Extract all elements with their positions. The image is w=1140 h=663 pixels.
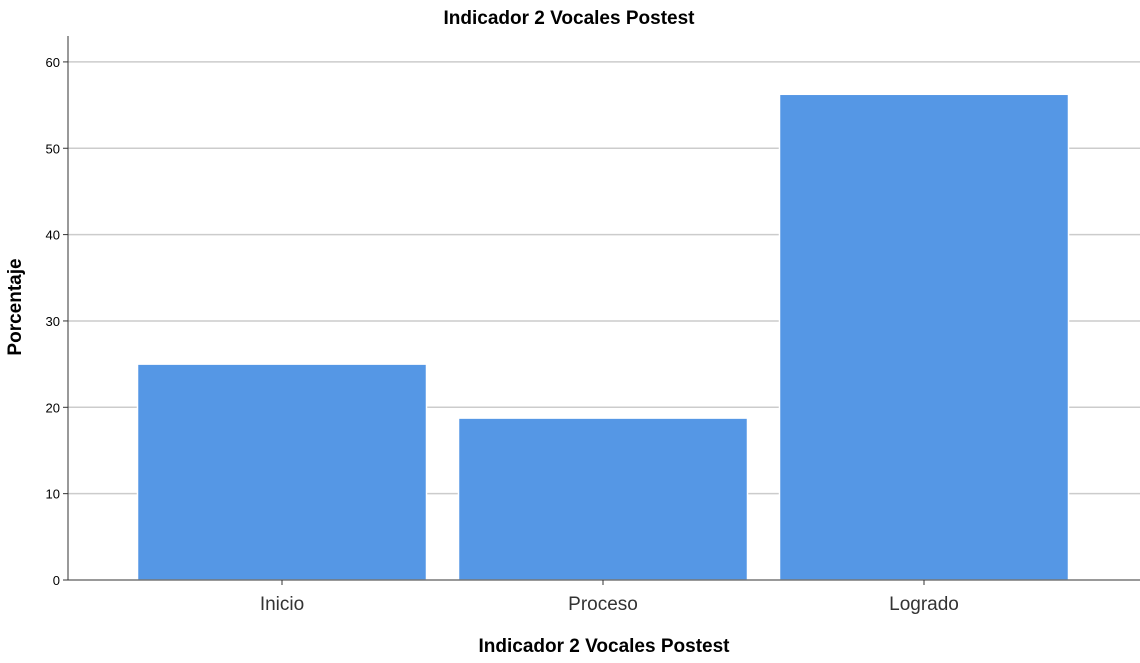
x-tick-label-proceso: Proceso	[568, 594, 638, 615]
y-tick-label: 0	[53, 573, 60, 588]
y-axis-title: Porcentaje	[5, 258, 26, 355]
y-tick-label: 50	[46, 141, 60, 156]
y-tick-label: 60	[46, 55, 60, 70]
chart-title: Indicador 2 Vocales Postest	[444, 8, 696, 29]
bars	[136, 93, 1070, 581]
x-axis-title: Indicador 2 Vocales Postest	[479, 636, 731, 657]
y-ticks: 0 10 20 30 40 50 60	[46, 55, 68, 588]
y-tick-label: 20	[46, 400, 60, 415]
x-ticks: Inicio Proceso Logrado	[260, 580, 959, 615]
bar-inicio	[136, 363, 428, 581]
y-tick-label: 40	[46, 228, 60, 243]
y-tick-label: 30	[46, 314, 60, 329]
bar-logrado	[778, 93, 1070, 581]
x-tick-label-logrado: Logrado	[889, 594, 959, 615]
bar-proceso	[457, 417, 749, 581]
x-tick-label-inicio: Inicio	[260, 594, 304, 615]
y-tick-label: 10	[46, 487, 60, 502]
